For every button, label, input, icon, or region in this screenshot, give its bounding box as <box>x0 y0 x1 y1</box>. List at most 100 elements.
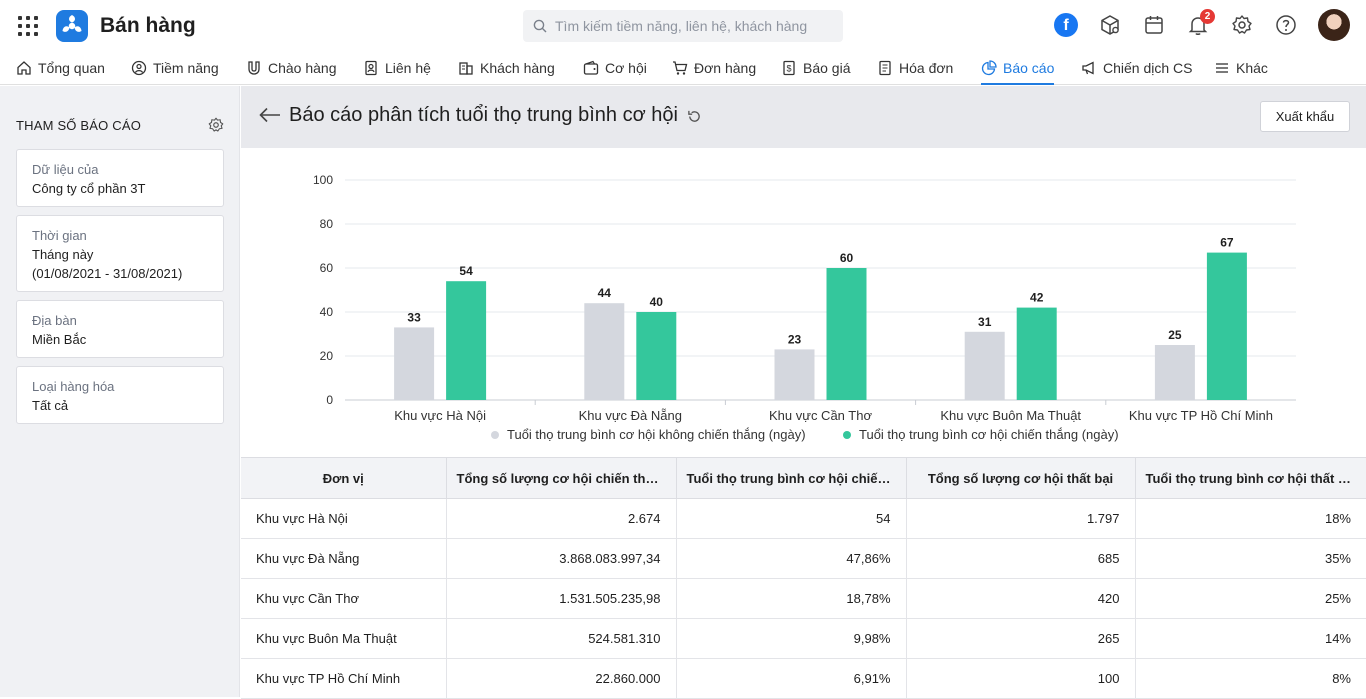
nav-label: Đơn hàng <box>694 59 757 76</box>
param-product-type[interactable]: Loại hàng hóa Tất cả <box>16 366 224 424</box>
table-cell: 25% <box>1134 578 1366 619</box>
table-cell: Khu vực Buôn Ma Thuật <box>241 618 447 659</box>
column-header[interactable]: Tổng số lượng cơ hội chiến thắng <box>445 457 677 499</box>
table-cell: 524.581.310 <box>445 618 677 659</box>
notification-bell-icon[interactable] <box>1186 13 1210 37</box>
table-cell: 100 <box>905 658 1136 699</box>
help-icon[interactable] <box>1274 13 1298 37</box>
column-header[interactable]: Tuổi thọ trung bình cơ hội chiến... <box>675 457 907 499</box>
table-cell: 6,91% <box>675 658 907 699</box>
data-label: 54 <box>459 264 473 278</box>
table-cell: Khu vực Hà Nội <box>241 498 447 539</box>
data-label: 44 <box>598 286 612 300</box>
settings-gear-icon[interactable] <box>207 116 225 134</box>
invoice-icon <box>879 60 891 75</box>
table-cell: Khu vực TP Hồ Chí Minh <box>241 658 447 699</box>
table-cell: 9,98% <box>675 618 907 659</box>
table-cell: 685 <box>905 538 1136 579</box>
nav-label: Báo cáo <box>1003 59 1055 76</box>
nav-item-don-hang[interactable]: Đơn hàng <box>672 50 756 85</box>
sidebar-title: THAM SỐ BÁO CÁO <box>16 118 142 133</box>
legend-label: Tuổi thọ trung bình cơ hội không chiến t… <box>507 427 806 442</box>
column-header[interactable]: Đơn vị <box>241 457 447 499</box>
app-logo-icon <box>56 10 88 42</box>
nav-item-bao-cao[interactable]: Báo cáo <box>981 50 1055 85</box>
table-header-row: Đơn vị Tổng số lượng cơ hội chiến thắng … <box>241 457 1366 499</box>
x-category-label: Khu vực TP Hồ Chí Minh <box>1129 408 1273 423</box>
pie-chart-icon <box>981 59 997 75</box>
y-tick-label: 0 <box>326 393 333 407</box>
table-row: Khu vực Buôn Ma Thuật 524.581.310 9,98% … <box>241 618 1366 659</box>
bar <box>1016 307 1057 400</box>
back-arrow-icon[interactable] <box>259 107 281 123</box>
nav-item-chao-hang[interactable]: Chào hàng <box>246 50 337 85</box>
data-label: 67 <box>1220 236 1234 250</box>
nav-item-chien-dich-cs[interactable]: Chiến dịch CS <box>1081 50 1193 85</box>
app-launcher-icon[interactable] <box>18 16 38 36</box>
x-category-label: Khu vực Buôn Ma Thuật <box>940 408 1081 423</box>
table-cell: 22.860.000 <box>445 658 677 699</box>
nav-label: Chào hàng <box>268 59 337 76</box>
bar <box>964 331 1005 400</box>
export-button[interactable]: Xuất khẩu <box>1260 101 1350 132</box>
y-tick-label: 100 <box>313 173 333 187</box>
bar <box>1154 345 1195 400</box>
table-cell: 18,78% <box>675 578 907 619</box>
wallet-icon <box>583 60 599 75</box>
data-label: 42 <box>1030 291 1044 305</box>
param-data-owner[interactable]: Dữ liệu của Công ty cổ phần 3T <box>16 149 224 207</box>
data-label: 23 <box>788 332 802 346</box>
cube-search-icon[interactable] <box>1098 13 1122 37</box>
table-cell: 420 <box>905 578 1136 619</box>
bar <box>636 312 677 400</box>
data-label: 31 <box>978 315 992 329</box>
table-row: Khu vực Hà Nội 2.674 54 1.797 18% <box>241 498 1366 539</box>
nav-item-co-hoi[interactable]: Cơ hội <box>583 50 647 85</box>
report-title: Báo cáo phân tích tuổi thọ trung bình cơ… <box>289 104 678 126</box>
nav-item-khach-hang[interactable]: Khách hàng <box>458 50 555 85</box>
refresh-icon[interactable] <box>687 109 702 124</box>
param-label: Địa bàn <box>32 313 77 328</box>
nav-item-hoa-don[interactable]: Hóa đơn <box>877 50 953 85</box>
legend-marker <box>491 431 499 439</box>
notification-badge: 2 <box>1200 9 1215 24</box>
building-icon <box>459 61 473 75</box>
param-date-range: (01/08/2021 - 31/08/2021) <box>32 266 183 281</box>
megaphone-icon <box>1082 60 1094 75</box>
settings-gear-icon[interactable] <box>1230 13 1254 37</box>
nav-item-lien-he[interactable]: Liên hệ <box>363 50 431 85</box>
bar <box>584 303 625 400</box>
table-cell: 1.797 <box>905 498 1136 539</box>
nav-label: Chiến dịch CS <box>1103 59 1193 76</box>
facebook-icon[interactable]: f <box>1054 13 1078 37</box>
table-cell: 18% <box>1134 498 1366 539</box>
search-input[interactable] <box>555 10 835 42</box>
table-row: Khu vực Cần Thơ 1.531.505.235,98 18,78% … <box>241 578 1366 619</box>
search-box[interactable] <box>523 10 843 42</box>
legend-label: Tuổi thọ trung bình cơ hội chiến thắng (… <box>859 427 1119 442</box>
nav-item-tiem-nang[interactable]: Tiềm năng <box>131 50 219 85</box>
nav-item-bao-gia[interactable]: $ Báo giá <box>781 50 850 85</box>
dollar-doc-icon: $ <box>783 60 795 75</box>
y-tick-label: 20 <box>320 349 334 363</box>
table-cell: 14% <box>1134 618 1366 659</box>
bar <box>826 268 867 400</box>
nav-item-khac[interactable]: Khác <box>1214 50 1268 85</box>
svg-text:$: $ <box>786 63 791 73</box>
calendar-icon[interactable] <box>1142 13 1166 37</box>
param-label: Thời gian <box>32 228 87 243</box>
data-label: 40 <box>650 295 664 309</box>
param-region[interactable]: Địa bàn Miền Bắc <box>16 300 224 358</box>
home-icon <box>17 60 31 75</box>
param-time[interactable]: Thời gian Tháng này (01/08/2021 - 31/08/… <box>16 215 224 292</box>
table-cell: 35% <box>1134 538 1366 579</box>
user-avatar[interactable] <box>1318 9 1350 41</box>
column-header[interactable]: Tuổi thọ trung bình cơ hội thất bại <box>1134 457 1366 499</box>
table-cell: 3.868.083.997,34 <box>445 538 677 579</box>
nav-item-tong-quan[interactable]: Tổng quan <box>16 50 105 85</box>
column-header[interactable]: Tổng số lượng cơ hội thất bại <box>905 457 1136 499</box>
legend-marker <box>843 431 851 439</box>
param-value: Miền Bắc <box>32 332 87 347</box>
bar <box>446 281 487 400</box>
param-label: Dữ liệu của <box>32 162 99 177</box>
